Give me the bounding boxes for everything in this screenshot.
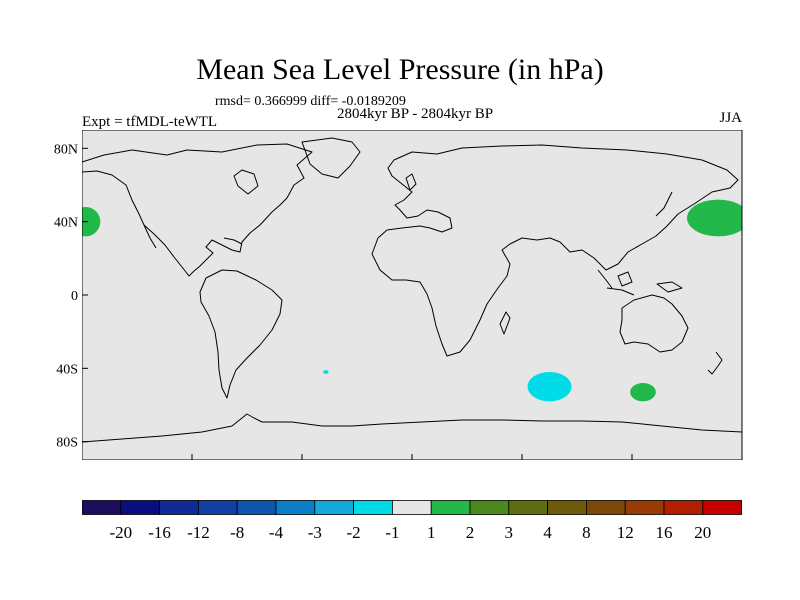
colorbar-box xyxy=(624,500,665,515)
south-america-coast xyxy=(199,269,283,399)
colorbar-label: -3 xyxy=(308,523,322,542)
cuba xyxy=(223,237,243,245)
antarctica-coast xyxy=(82,413,742,443)
coastlines xyxy=(82,137,742,443)
colorbar-box xyxy=(430,500,471,515)
colorbar-box xyxy=(198,500,238,515)
colorbar-label: 12 xyxy=(617,523,634,542)
new-guinea xyxy=(656,281,683,293)
season-label: JJA xyxy=(719,110,742,126)
colorbar-box xyxy=(469,500,510,515)
colorbar-label: 4 xyxy=(543,523,552,542)
colorbar-label: -2 xyxy=(347,523,361,542)
hudson-bay xyxy=(233,169,259,195)
y-tick-label: 40N xyxy=(54,216,78,231)
new-zealand xyxy=(707,351,723,375)
plot-frame xyxy=(82,130,743,460)
madagascar xyxy=(499,311,511,335)
colorbar-label: -8 xyxy=(230,523,244,542)
map-plot: 180120W60W060E120E180 xyxy=(82,130,743,460)
colorbar-label: 3 xyxy=(505,523,514,542)
colorbar-label: 1 xyxy=(427,523,436,542)
colorbar-box xyxy=(314,500,355,515)
colorbar-label: -1 xyxy=(385,523,399,542)
colorbar-label: -12 xyxy=(187,523,210,542)
colorbar-box xyxy=(391,500,432,515)
colorbar-box xyxy=(508,500,548,515)
colorbar-box xyxy=(82,500,122,515)
y-tick-label: 40S xyxy=(56,362,78,377)
map-background xyxy=(82,130,742,460)
colorbar-box xyxy=(663,500,704,515)
north-america-coast xyxy=(82,143,313,277)
colorbar-box xyxy=(585,500,626,515)
y-tick-label: 80N xyxy=(54,142,78,157)
britain xyxy=(405,173,417,191)
anomaly-north-pacific-positive xyxy=(687,199,742,237)
colorbar-box xyxy=(353,500,393,515)
y-tick-label: 0 xyxy=(71,289,78,304)
colorbar-label: 2 xyxy=(466,523,475,542)
colorbar-box xyxy=(547,500,587,515)
anomaly-southern-indian-negative xyxy=(527,372,572,402)
eurasia-africa-coast xyxy=(371,144,739,357)
colorbar-box xyxy=(159,500,199,515)
y-tick-label: 80S xyxy=(56,436,78,451)
japan xyxy=(655,191,673,217)
chart-title: Mean Sea Level Pressure (in hPa) xyxy=(196,53,604,86)
colorbar-label: -16 xyxy=(148,523,171,542)
colorbar-label: 8 xyxy=(582,523,591,542)
borneo xyxy=(617,271,633,287)
baja-california xyxy=(143,224,157,249)
colorbar-label: 16 xyxy=(656,523,673,542)
period-label: 2804kyr BP - 2804kyr BP xyxy=(336,106,494,122)
anomaly-dateline-west-positive xyxy=(82,207,101,237)
colorbar-box xyxy=(702,500,742,515)
colorbar-box xyxy=(275,500,316,515)
y-axis-labels: 80N 40N 0 40S 80S xyxy=(54,142,78,451)
colorbar-label: -4 xyxy=(269,523,284,542)
colorbar-label: -20 xyxy=(109,523,132,542)
colorbar: -20 -16 -12 -8 -4 -3 -2 -1 1 2 3 4 8 12 16 20 xyxy=(82,500,742,542)
colorbar-box xyxy=(120,500,160,515)
australia-coast xyxy=(619,294,689,353)
stats-line: rmsd= 0.366999 diff= -0.0189209 xyxy=(215,94,406,109)
anomaly-southern-ocean-positive xyxy=(630,383,656,402)
experiment-label: Expt = tfMDL-teWTL xyxy=(82,114,218,130)
colorbar-label: 20 xyxy=(694,523,711,542)
colorbar-box xyxy=(236,500,277,515)
anomaly-south-atlantic-negative xyxy=(323,370,329,374)
sumatra xyxy=(597,269,613,289)
indonesia-1 xyxy=(606,287,635,296)
greenland-coast xyxy=(301,137,361,179)
